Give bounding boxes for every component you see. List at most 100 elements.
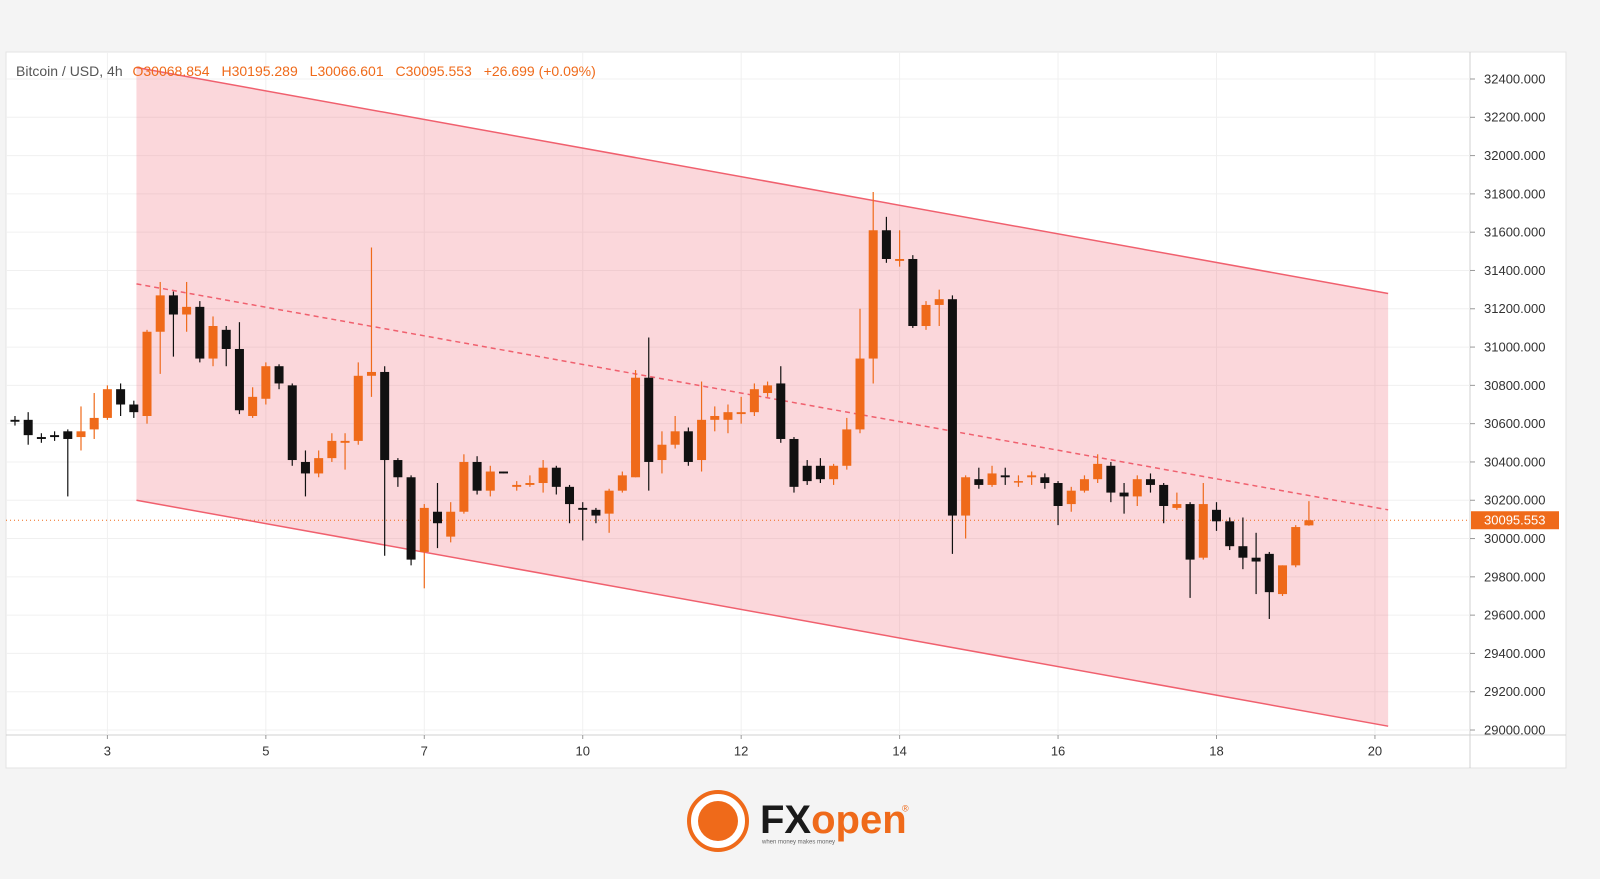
candle-body (1251, 557, 1261, 562)
candle-body (683, 431, 693, 462)
candle-body (366, 371, 376, 376)
y-tick-label: 31800.000 (1484, 186, 1545, 201)
logo-tagline: when money makes money (761, 840, 835, 846)
candle-body (670, 431, 680, 445)
candle-body (961, 477, 971, 516)
channel-lower (136, 499, 1389, 727)
candle-body (934, 299, 944, 305)
plot: 29000.000 29200.000 29400.000 29600.000 2980… (6, 52, 1559, 758)
candle-body (908, 258, 918, 327)
y-tick-label: 31200.000 (1484, 301, 1545, 316)
candle-body (1040, 477, 1050, 484)
symbol: Bitcoin / USD, 4h (16, 63, 123, 79)
x-tick-label: 14 (892, 743, 906, 758)
y-tick-label: 31000.000 (1484, 340, 1545, 355)
candle-body (974, 479, 984, 485)
candle-body (868, 230, 878, 359)
candle-body (947, 299, 957, 516)
candle-body (261, 366, 271, 399)
candle-body (855, 358, 865, 430)
logo-emblem (698, 801, 738, 841)
logo-wordmark: FXopen (760, 798, 907, 842)
candle-body (631, 377, 641, 478)
candle-body (749, 389, 759, 413)
y-tick-label: 29400.000 (1484, 646, 1545, 661)
candle-body (129, 404, 139, 413)
candle-body (1013, 481, 1023, 483)
candle-body (36, 437, 46, 439)
candle-body (102, 389, 112, 418)
y-tick-label: 29600.000 (1484, 608, 1545, 623)
logo-registered: ® (902, 803, 909, 813)
candle-body (168, 295, 178, 315)
candle-body (380, 371, 390, 461)
candle-body (1278, 565, 1288, 595)
candle-body (789, 438, 799, 487)
candle-body (657, 444, 667, 461)
candle-body (1079, 479, 1089, 491)
y-tick-label: 30600.000 (1484, 416, 1545, 431)
ohlc-change: +26.699 (+0.09%) (484, 63, 596, 79)
candle-body (221, 329, 231, 349)
candle-body (393, 460, 403, 478)
candle-body (1264, 553, 1274, 593)
candle-body (50, 435, 60, 438)
candle-body (182, 306, 192, 315)
candle-body (446, 511, 456, 537)
candle-body (921, 304, 931, 327)
logo-open: open (811, 798, 907, 842)
candle-body (472, 461, 482, 491)
candle-body (617, 475, 627, 491)
candle-body (499, 471, 509, 474)
candle-body (419, 507, 429, 552)
candle-body (10, 419, 20, 422)
candle-body (776, 383, 786, 439)
channel-upper (136, 66, 1389, 295)
candle-body (1291, 527, 1301, 566)
candle-body (565, 486, 575, 505)
ohlc-open: O30068.854 (133, 63, 210, 79)
candle-body (1172, 504, 1182, 508)
candle-body (763, 385, 773, 394)
candle-body (604, 490, 614, 514)
candle-body (248, 396, 258, 416)
candle-body (287, 385, 297, 461)
ohlc-close: C30095.553 (396, 63, 473, 79)
candle-body (551, 467, 561, 487)
legend-header: Bitcoin / USD, 4h O30068.854 H30195.289 … (16, 63, 596, 79)
candle-body (644, 377, 654, 462)
ohlc-low: L30066.601 (310, 63, 384, 79)
candle-body (1132, 479, 1142, 497)
candle-body (89, 417, 99, 430)
x-tick-label: 3 (104, 743, 111, 758)
channel-middle (136, 283, 1389, 511)
y-tick-label: 32400.000 (1484, 71, 1545, 86)
candle-body (76, 431, 86, 438)
logo: FXopen ® when money makes money (687, 790, 909, 852)
y-tick-label: 30000.000 (1484, 531, 1545, 546)
ohlc-high: H30195.289 (221, 63, 298, 79)
candle-body (1211, 509, 1221, 522)
candle-body (881, 230, 891, 259)
candle-body (274, 366, 284, 384)
candle-body (155, 295, 165, 332)
x-tick-label: 18 (1209, 743, 1223, 758)
candle-body (234, 348, 244, 411)
candle-body (829, 465, 839, 480)
candle-body (1304, 520, 1314, 526)
x-tick-label: 5 (262, 743, 269, 758)
last-price-box (1471, 511, 1559, 530)
channel-fill (136, 67, 1389, 727)
candle-body (578, 507, 588, 510)
x-tick-label: 12 (734, 743, 748, 758)
candle-body (1066, 490, 1076, 505)
candle-body (406, 477, 416, 560)
candle-body (1053, 483, 1063, 506)
last-price-label: 30095.553 (1484, 513, 1545, 528)
candle-body (1225, 521, 1235, 547)
x-tick-label: 20 (1368, 743, 1382, 758)
candle-body (432, 511, 442, 524)
candle-body (1093, 463, 1103, 480)
candle-body (314, 458, 324, 474)
